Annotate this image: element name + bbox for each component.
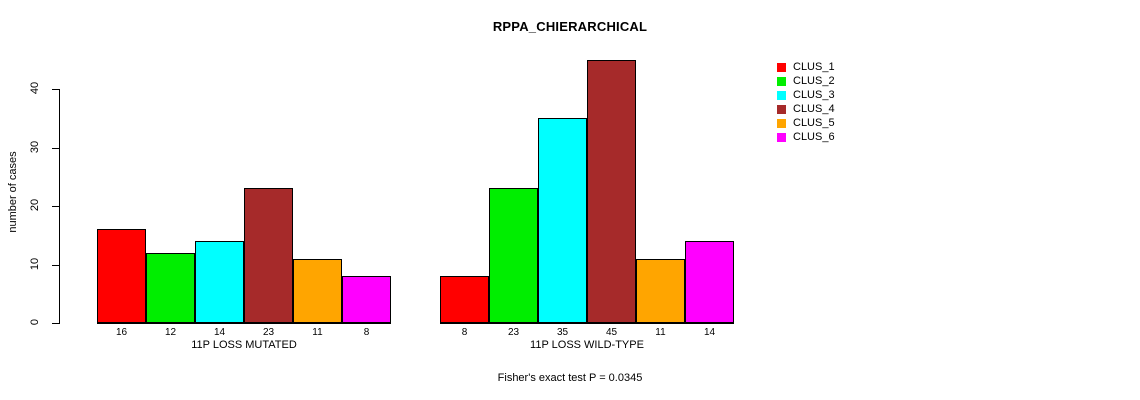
legend-color-swatch: [776, 61, 787, 73]
bar-value-label: 11: [655, 327, 666, 338]
legend-item: CLUS_3: [776, 88, 835, 102]
legend-item-label: CLUS_3: [793, 89, 835, 101]
bar-value-label: 14: [213, 327, 226, 338]
bar-value-label: 14: [703, 327, 716, 338]
legend-item: CLUS_1: [776, 60, 835, 74]
bar: [440, 276, 489, 323]
legend-color-swatch: [776, 103, 787, 115]
bar-value-label: 11: [312, 327, 323, 338]
group-baseline: [440, 323, 734, 324]
bar-value-label: 8: [363, 327, 370, 338]
bar: [97, 229, 146, 323]
bar-value-label: 23: [262, 327, 275, 338]
legend-item: CLUS_5: [776, 116, 835, 130]
y-axis-tick: [52, 147, 59, 149]
legend-color-swatch: [776, 117, 787, 129]
chart-title: RPPA_CHIERARCHICAL: [492, 19, 648, 34]
y-axis-line: [59, 89, 60, 324]
bar: [685, 241, 734, 323]
legend-item: CLUS_6: [776, 130, 835, 144]
bar-value-label: 23: [507, 327, 520, 338]
bar: [538, 118, 587, 323]
bar-value-label: 8: [461, 327, 468, 338]
legend-item-label: CLUS_1: [793, 61, 835, 73]
bar-value-label: 45: [605, 327, 618, 338]
bar: [636, 258, 685, 323]
legend-color-swatch: [776, 131, 787, 143]
legend-item-label: CLUS_6: [793, 131, 835, 143]
bar: [244, 188, 293, 323]
group-axis-label: 11P LOSS MUTATED: [191, 339, 297, 351]
legend-color-swatch: [776, 89, 787, 101]
bar: [146, 252, 195, 323]
legend-color-swatch: [776, 75, 787, 87]
chart-legend: CLUS_1 CLUS_2 CLUS_3 CLUS_4 CLUS_5 CLUS_6: [776, 60, 835, 144]
bar: [489, 188, 538, 323]
y-axis-title: number of cases: [7, 151, 19, 233]
y-axis-tick-label: 40: [29, 81, 41, 95]
legend-item: CLUS_4: [776, 102, 835, 116]
bar: [342, 276, 391, 323]
legend-item: CLUS_2: [776, 74, 835, 88]
group-baseline: [97, 323, 391, 324]
y-axis-tick-label: 10: [29, 257, 41, 270]
bar: [293, 258, 342, 323]
legend-item-label: CLUS_2: [793, 75, 835, 87]
y-axis-tick: [52, 89, 59, 90]
fisher-test-annotation: Fisher's exact test P = 0.0345: [497, 372, 643, 384]
bar-value-label: 16: [115, 327, 128, 338]
y-axis-tick-label: 30: [29, 140, 41, 153]
bar-value-label: 35: [556, 327, 569, 338]
legend-item-label: CLUS_4: [793, 103, 835, 115]
y-axis-tick: [52, 323, 59, 324]
y-axis-tick-label: 0: [29, 318, 41, 326]
y-axis-tick-label: 20: [29, 198, 41, 212]
bar: [195, 241, 244, 323]
y-axis-tick: [52, 264, 59, 266]
legend-item-label: CLUS_5: [793, 117, 835, 129]
bar-value-label: 12: [164, 327, 177, 338]
y-axis-tick: [52, 206, 59, 207]
group-axis-label: 11P LOSS WILD-TYPE: [530, 339, 644, 351]
bar: [587, 59, 636, 323]
